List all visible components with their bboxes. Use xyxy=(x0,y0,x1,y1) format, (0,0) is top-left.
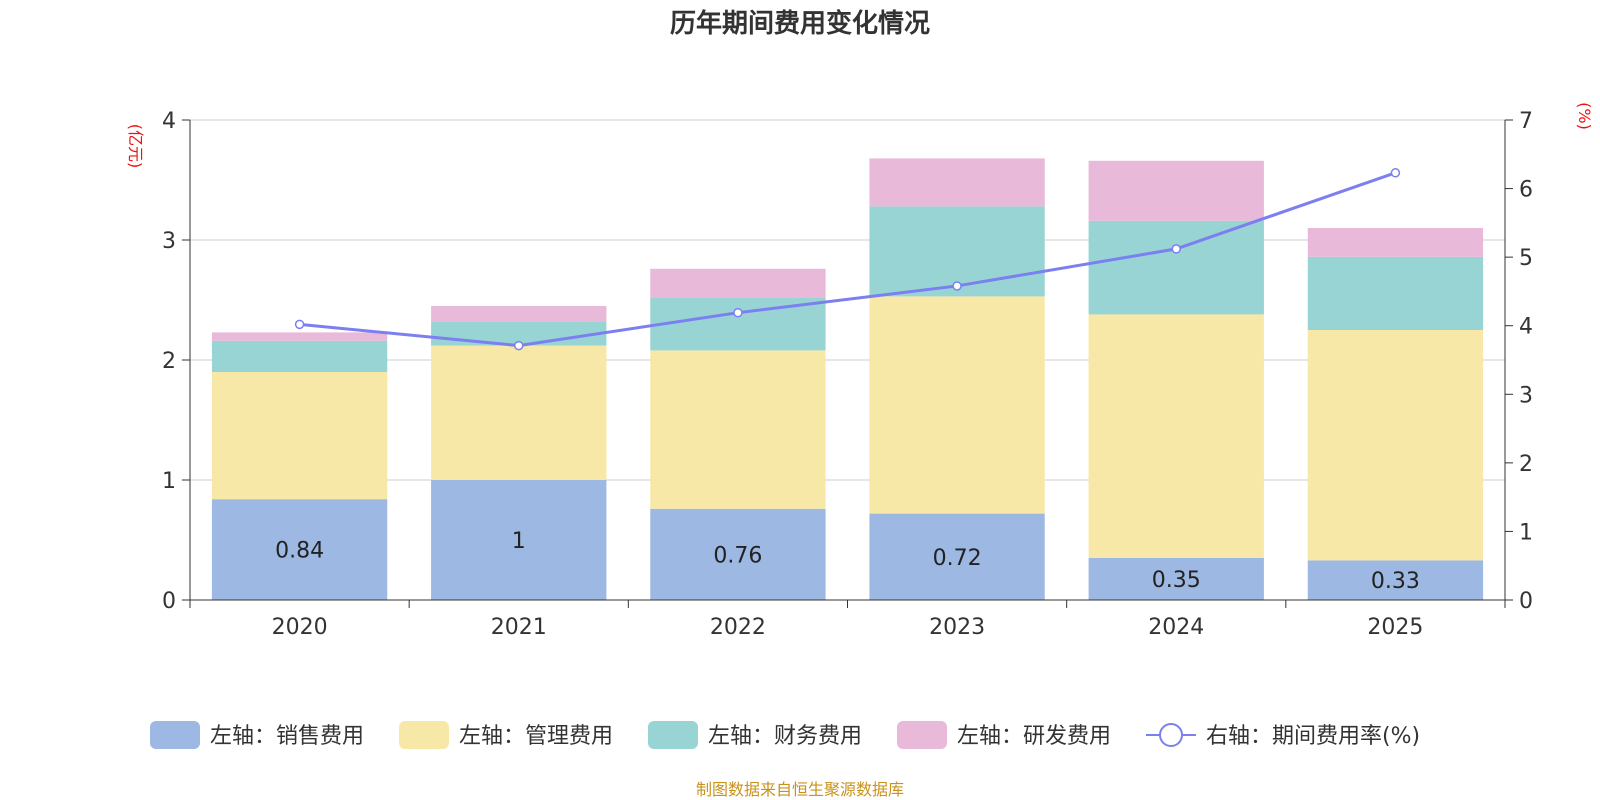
right-tick-label: 1 xyxy=(1519,520,1533,545)
bar-2024-series-1 xyxy=(1088,314,1264,558)
left-tick-label: 1 xyxy=(162,469,176,494)
rate-point-2021 xyxy=(514,340,524,351)
bar-2020-series-3 xyxy=(211,332,388,341)
rate-line xyxy=(299,171,1396,348)
legend-swatch-1 xyxy=(399,721,449,749)
legend-label-4: 右轴：期间费用率(%) xyxy=(1206,724,1420,749)
line-series xyxy=(294,168,1401,351)
bar-2023-series-0 xyxy=(869,513,1045,600)
legend-line-marker xyxy=(1159,723,1183,747)
left-tick-label: 0 xyxy=(162,589,176,614)
rate-point-2024 xyxy=(1171,244,1181,254)
bar-2023-series-3 xyxy=(869,158,1045,207)
data-label-2022: 0.76 xyxy=(713,543,762,568)
left-axis-unit: (亿元) xyxy=(126,124,145,169)
data-label-2024: 0.35 xyxy=(1152,568,1201,593)
right-tick-label: 5 xyxy=(1519,246,1533,271)
legend-swatch-2 xyxy=(648,721,698,749)
x-tick-label: 2021 xyxy=(491,615,547,640)
x-tick-label: 2024 xyxy=(1148,615,1204,640)
bar-2022-series-1 xyxy=(650,350,826,509)
x-tick-label: 2022 xyxy=(710,615,766,640)
bar-2024-series-2 xyxy=(1088,220,1264,315)
bar-2024-series-0 xyxy=(1088,558,1264,600)
x-tick-label: 2025 xyxy=(1367,615,1423,640)
data-labels: 0.84 1 0.76 0.72 0.35 0.33 xyxy=(275,529,1420,594)
x-tick-label: 2023 xyxy=(929,615,985,640)
bar-2020-series-0 xyxy=(211,499,388,600)
bar-2025-series-2 xyxy=(1307,256,1484,330)
x-tick-label: 2020 xyxy=(272,615,328,640)
axes: 0 1 2 3 4 0 1 2 3 4 5 6 7 2020 2021 2022 2023 2024 2025 xyxy=(162,109,1533,640)
bar-2023-series-1 xyxy=(869,296,1045,514)
rate-point-2023 xyxy=(952,281,962,291)
data-label-2020: 0.84 xyxy=(275,539,324,564)
bar-2021-series-3 xyxy=(431,306,607,322)
data-label-2023: 0.72 xyxy=(933,546,982,571)
legend-label-1: 左轴：管理费用 xyxy=(459,724,613,749)
bar-2022-series-0 xyxy=(650,508,826,600)
left-tick-label: 3 xyxy=(162,229,176,254)
right-tick-label: 7 xyxy=(1519,109,1533,134)
data-label-2021: 1 xyxy=(512,529,526,554)
right-tick-label: 2 xyxy=(1519,452,1533,477)
legend-swatch-0 xyxy=(150,721,200,749)
bar-2020-series-1 xyxy=(211,372,388,500)
data-label-2025: 0.33 xyxy=(1371,569,1420,594)
rate-point-2025 xyxy=(1390,168,1401,178)
legend-label-0: 左轴：销售费用 xyxy=(210,724,364,749)
left-tick-label: 4 xyxy=(162,109,176,134)
right-axis-unit: (%) xyxy=(1575,102,1594,130)
bars xyxy=(211,158,1484,600)
source-note: 制图数据来自恒生聚源数据库 xyxy=(696,780,904,799)
bar-2025-series-0 xyxy=(1307,560,1484,600)
legend-label-2: 左轴：财务费用 xyxy=(708,724,862,749)
rate-point-2020 xyxy=(294,319,305,330)
bar-2021-series-1 xyxy=(431,345,607,480)
grid-lines xyxy=(190,119,1505,481)
legend-label-3: 左轴：研发费用 xyxy=(957,724,1111,749)
bar-2024-series-3 xyxy=(1088,160,1264,221)
bar-2025-series-1 xyxy=(1307,330,1484,561)
rate-point-2022 xyxy=(733,307,743,318)
bar-2021-series-0 xyxy=(431,480,607,600)
legend: 左轴：销售费用 左轴：管理费用 左轴：财务费用 左轴：研发费用 右轴：期间费用率(%) xyxy=(150,721,1420,749)
bar-2022-series-3 xyxy=(650,268,826,298)
right-tick-label: 3 xyxy=(1519,383,1533,408)
right-tick-label: 0 xyxy=(1519,589,1533,614)
chart-title: 历年期间费用变化情况 xyxy=(670,8,930,39)
right-tick-label: 4 xyxy=(1519,315,1533,340)
left-tick-label: 2 xyxy=(162,349,176,374)
bar-2020-series-2 xyxy=(211,340,388,372)
bar-2025-series-3 xyxy=(1307,228,1484,257)
right-tick-label: 6 xyxy=(1519,178,1533,203)
legend-swatch-3 xyxy=(897,721,947,749)
